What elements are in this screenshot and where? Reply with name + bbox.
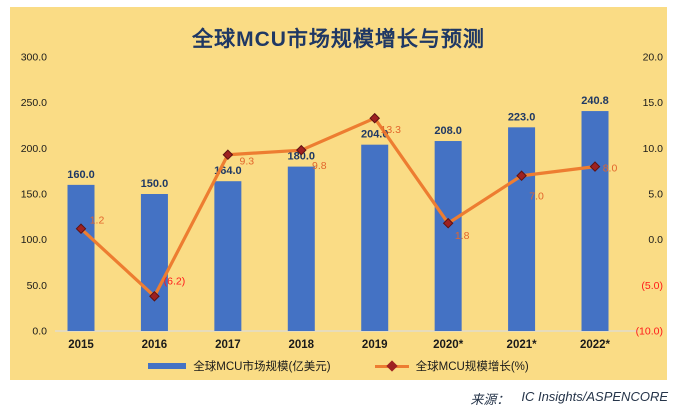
- line-marker: [222, 149, 234, 161]
- left-axis-tick: 100.0: [21, 234, 47, 246]
- legend-item-growth: 全球MCU规模增长(%): [374, 358, 529, 374]
- line-value-label: (6.2): [164, 275, 186, 287]
- bar-2019: [361, 144, 389, 331]
- line-value-label: 9.8: [312, 160, 327, 172]
- line-marker: [442, 217, 454, 229]
- chart-legend: 全球MCU市场规模(亿美元) 全球MCU规模增长(%): [10, 358, 667, 374]
- bar-value-label: 208.0: [434, 125, 462, 137]
- bar-value-label: 150.0: [141, 178, 169, 190]
- x-axis-label-2021*: 2021*: [507, 339, 538, 351]
- x-axis-label-2020*: 2020*: [433, 339, 464, 351]
- diamond-marker-icon: [385, 359, 398, 372]
- right-axis-tick: 20.0: [643, 52, 664, 64]
- chart-title: 全球MCU市场规模增长与预测: [192, 28, 485, 51]
- line-marker: [295, 144, 307, 156]
- right-axis-tick: (10.0): [636, 326, 663, 338]
- x-axis-label-2018: 2018: [288, 339, 314, 351]
- right-axis-tick: 10.0: [643, 143, 664, 155]
- bar-value-label: 204.0: [361, 129, 389, 141]
- bar-2021*: [508, 127, 536, 332]
- bar-value-label: 223.0: [508, 111, 536, 123]
- line-value-label: 8.0: [603, 163, 618, 175]
- source-label: 来源：: [470, 392, 510, 407]
- line-series-swatch-icon: [374, 359, 409, 372]
- legend-item-market-size: 全球MCU市场规模(亿美元): [148, 358, 331, 374]
- bar-2018: [287, 166, 315, 331]
- line-marker: [589, 161, 601, 172]
- line-marker: [516, 170, 527, 182]
- source-attribution: 来源： IC Insights/ASPENCORE: [470, 389, 668, 408]
- line-value-label: 7.0: [529, 191, 544, 203]
- bar-2017: [214, 181, 242, 331]
- left-axis-tick: 250.0: [21, 97, 47, 109]
- x-axis-label-2016: 2016: [142, 339, 168, 351]
- x-axis-label-2017: 2017: [215, 339, 241, 351]
- x-axis-label-2015: 2015: [68, 339, 94, 351]
- right-axis-tick: 0.0: [648, 234, 663, 246]
- line-value-label: 1.8: [455, 230, 470, 242]
- left-axis-tick: 0.0: [32, 326, 47, 338]
- left-axis-tick: 300.0: [21, 52, 47, 64]
- growth-line: [79, 116, 596, 298]
- chart-card: 全球MCU市场规模增长与预测 160.0 150.0 164.0 180.0 204.0…: [10, 7, 667, 380]
- bar-2022*: [581, 111, 609, 331]
- right-axis-tick: (5.0): [641, 280, 663, 292]
- right-axis-tick: 15.0: [643, 97, 664, 109]
- right-axis-tick: 5.0: [648, 189, 663, 201]
- left-axis-tick: 50.0: [27, 280, 48, 292]
- x-axis-label-2022*: 2022*: [580, 339, 611, 351]
- bar-value-label: 160.0: [67, 169, 95, 181]
- left-axis-tick: 150.0: [21, 189, 47, 201]
- bar-value-label: 180.0: [288, 151, 316, 163]
- line-marker: [75, 223, 87, 235]
- bar-2015: [67, 184, 95, 331]
- legend-label-growth: 全球MCU规模增长(%): [415, 361, 529, 373]
- line-marker: [369, 112, 381, 124]
- legend-label-market-size: 全球MCU市场规模(亿美元): [193, 361, 331, 373]
- line-value-label: 9.3: [240, 156, 255, 168]
- bar-value-label: 240.8: [581, 95, 609, 107]
- left-axis-tick: 200.0: [21, 143, 47, 155]
- source-value: IC Insights/ASPENCORE: [521, 389, 668, 404]
- line-value-label: 1.2: [90, 215, 105, 227]
- line-marker: [149, 290, 160, 302]
- bar-2020*: [434, 141, 462, 331]
- x-axis-label-2019: 2019: [362, 339, 388, 351]
- bar-2016: [140, 194, 168, 331]
- line-value-label: 13.3: [381, 124, 402, 136]
- bar-series-swatch-icon: [148, 363, 187, 369]
